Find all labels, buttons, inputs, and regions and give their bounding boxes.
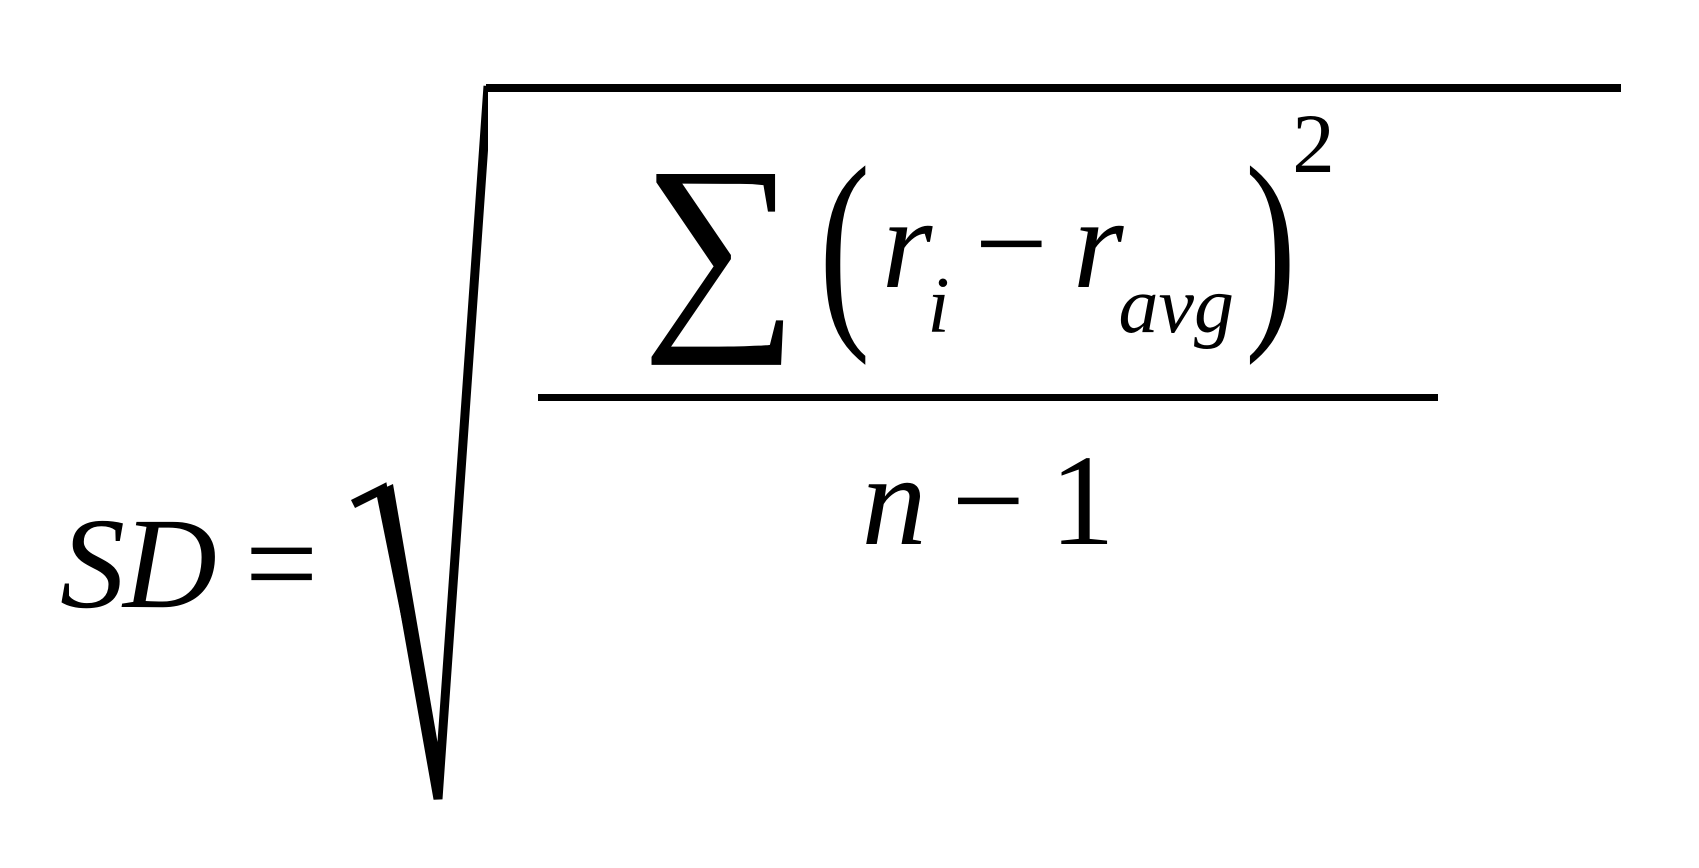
denominator: n − 1: [862, 411, 1115, 576]
var-r2: r: [1073, 169, 1124, 319]
radical-overbar: [486, 84, 1621, 92]
fraction-bar: [538, 394, 1438, 401]
fraction: ∑ ( r i − r avg ) 2 n: [488, 34, 1498, 606]
right-paren: ): [1245, 156, 1296, 332]
paren-group: ( r i − r avg ): [808, 156, 1307, 332]
numerator: ∑ ( r i − r avg ) 2: [642, 134, 1335, 384]
equals-sign: =: [245, 489, 318, 639]
subscript-avg: avg: [1119, 261, 1235, 352]
var-n: n: [862, 426, 927, 576]
const-one: 1: [1050, 426, 1115, 576]
equation-root: SD = ∑ ( r i − r avg: [60, 34, 1498, 834]
radical-icon: [348, 34, 488, 834]
var-r1: r: [882, 169, 933, 319]
sqrt-container: ∑ ( r i − r avg ) 2 n: [348, 34, 1498, 834]
lhs-sd: SD: [60, 489, 215, 639]
term-ri: r i: [882, 169, 950, 319]
minus-denominator: −: [952, 426, 1025, 576]
minus-numerator: −: [975, 169, 1048, 319]
left-paren: (: [819, 156, 870, 332]
term-ravg: r avg: [1073, 169, 1234, 319]
exponent-2: 2: [1292, 95, 1335, 193]
subscript-i: i: [927, 261, 949, 352]
sigma-icon: ∑: [642, 134, 799, 354]
